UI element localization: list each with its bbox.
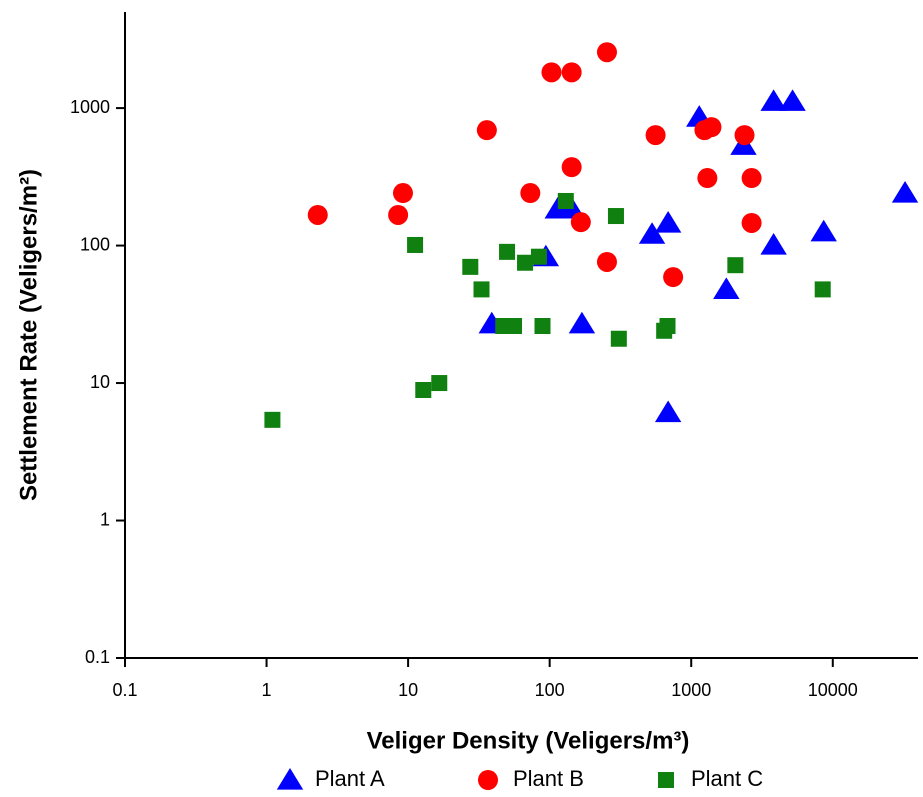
x-tick-label: 100 (535, 680, 565, 700)
marker-square (499, 243, 516, 260)
marker-square (814, 281, 831, 298)
legend-label: Plant C (691, 766, 763, 791)
x-tick-label: 1 (262, 680, 272, 700)
legend-label: Plant A (315, 766, 385, 791)
marker-circle (392, 183, 413, 204)
marker-square (506, 317, 523, 334)
marker-square (431, 375, 448, 392)
legend-label: Plant B (513, 766, 584, 791)
marker-circle (596, 251, 617, 272)
y-axis-title: Settlement Rate (Veligers/m²) (15, 169, 42, 501)
marker-triangle (654, 400, 682, 423)
legend-marker (478, 770, 498, 790)
marker-circle (741, 212, 762, 233)
y-tick-label: 1 (100, 509, 110, 529)
marker-triangle (568, 311, 596, 334)
y-tick-label: 0.1 (85, 647, 110, 667)
marker-triangle (760, 89, 787, 111)
y-tick-label: 10 (90, 372, 110, 392)
marker-square (473, 281, 490, 298)
marker-triangle (810, 219, 837, 242)
marker-circle (570, 212, 591, 233)
legend-marker (658, 772, 674, 788)
marker-circle (645, 125, 666, 146)
marker-square (264, 411, 281, 428)
y-tick-label: 1000 (70, 97, 110, 117)
marker-circle (701, 117, 722, 138)
x-axis-title: Veliger Density (Veligers/m³) (367, 727, 690, 754)
marker-square (610, 330, 627, 347)
marker-circle (561, 157, 582, 178)
marker-circle (697, 168, 718, 189)
marker-square (727, 257, 744, 274)
marker-circle (663, 267, 684, 288)
marker-circle (388, 204, 409, 225)
marker-triangle (779, 89, 806, 111)
marker-triangle (654, 210, 682, 233)
legend-marker (276, 768, 304, 790)
marker-circle (476, 120, 497, 141)
x-tick-label: 0.1 (112, 680, 137, 700)
marker-circle (741, 168, 762, 189)
marker-circle (596, 42, 617, 63)
marker-triangle (713, 277, 740, 299)
x-tick-label: 10000 (808, 680, 858, 700)
marker-square (557, 192, 574, 209)
marker-square (659, 317, 676, 334)
marker-circle (541, 62, 562, 83)
marker-square (462, 258, 479, 275)
marker-circle (520, 183, 541, 204)
marker-square (530, 248, 547, 265)
marker-triangle (760, 232, 787, 255)
marker-square (415, 382, 432, 399)
marker-circle (307, 204, 328, 225)
marker-square (517, 254, 534, 271)
marker-square (607, 208, 624, 225)
x-tick-label: 1000 (671, 680, 711, 700)
marker-circle (734, 125, 755, 146)
marker-triangle (638, 222, 666, 244)
x-tick-label: 10 (398, 680, 418, 700)
marker-square (407, 236, 424, 253)
marker-triangle (891, 181, 919, 203)
y-tick-label: 100 (80, 234, 110, 254)
marker-square (534, 317, 551, 334)
marker-circle (561, 62, 582, 83)
